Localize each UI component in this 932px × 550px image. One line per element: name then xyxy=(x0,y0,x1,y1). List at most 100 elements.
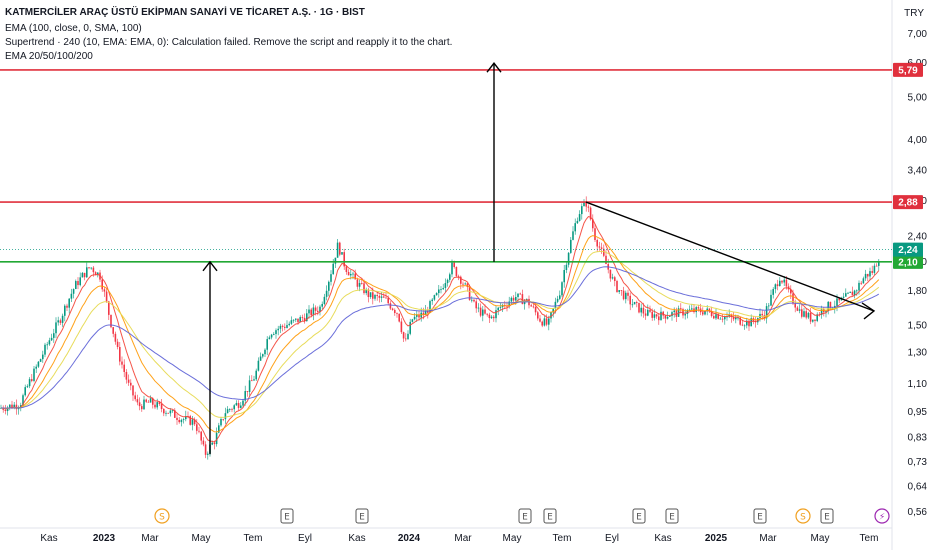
candle xyxy=(130,379,132,391)
candle xyxy=(266,336,268,356)
y-tick-label: 4,00 xyxy=(908,135,928,146)
svg-text:E: E xyxy=(547,513,553,523)
candle xyxy=(185,410,187,422)
candle xyxy=(820,305,823,319)
candle xyxy=(246,391,249,397)
candle xyxy=(774,283,777,294)
earnings-marker[interactable]: E xyxy=(665,508,679,524)
candle xyxy=(803,307,805,318)
indicator-supertrend-legend[interactable]: Supertrend · 240 (10, EMA: EMA, 0): Calc… xyxy=(5,37,453,48)
candle xyxy=(303,313,306,324)
candle xyxy=(110,314,112,329)
candle xyxy=(814,319,816,327)
dividend-marker[interactable]: S xyxy=(795,508,811,524)
candle xyxy=(827,301,829,315)
x-tick-label: Mar xyxy=(454,533,472,544)
candle xyxy=(664,315,667,324)
dividend-marker[interactable]: S xyxy=(154,508,170,524)
candle xyxy=(380,291,383,303)
candle xyxy=(856,289,858,296)
earnings-marker[interactable]: E xyxy=(632,508,646,524)
candle xyxy=(356,277,359,290)
ema50-line xyxy=(0,235,880,433)
candle xyxy=(614,275,616,287)
candle xyxy=(378,294,381,303)
candle xyxy=(240,402,242,409)
candle xyxy=(220,417,222,427)
candle xyxy=(231,407,233,413)
candle xyxy=(169,408,172,417)
candle xyxy=(638,302,640,314)
candle xyxy=(455,266,458,278)
candle xyxy=(347,269,350,276)
arrow-target-2-head xyxy=(486,62,502,73)
candle xyxy=(627,289,629,301)
candle xyxy=(772,287,774,299)
earnings-marker[interactable]: E xyxy=(543,508,557,524)
y-tick-label: 0,64 xyxy=(908,482,928,493)
earnings-marker[interactable]: E xyxy=(280,508,294,524)
earnings-marker[interactable]: E xyxy=(518,508,532,524)
earnings-marker[interactable]: E xyxy=(753,508,767,524)
ema100-line xyxy=(0,250,880,418)
candle xyxy=(325,285,328,301)
candle xyxy=(592,214,594,232)
candle xyxy=(475,299,477,313)
y-tick-label: 5,00 xyxy=(908,93,928,104)
trendline[interactable] xyxy=(585,201,875,312)
candle xyxy=(499,302,502,311)
candle xyxy=(257,357,260,372)
x-tick-label: Tem xyxy=(860,533,879,544)
earnings-marker[interactable]: E xyxy=(355,508,369,524)
chart-title: KATMERCİLER ARAÇ ÜSTÜ EKİPMAN SANAYİ VE … xyxy=(5,7,365,18)
candle xyxy=(611,273,614,280)
candle xyxy=(563,264,565,288)
candle xyxy=(493,315,495,322)
candle xyxy=(618,290,620,294)
candle xyxy=(541,320,543,328)
candle xyxy=(495,305,497,323)
indicator-ema100-legend[interactable]: EMA (100, close, 0, SMA, 100) xyxy=(5,23,142,34)
svg-text:E: E xyxy=(522,513,528,523)
event-markers[interactable]: S E E E E E E E S E ⚡ xyxy=(154,508,890,524)
candle xyxy=(649,305,651,314)
candle xyxy=(286,320,288,329)
candle xyxy=(167,412,169,414)
candle xyxy=(127,374,130,386)
candle xyxy=(477,303,480,313)
candle xyxy=(389,301,392,310)
y-tick-label: 1,80 xyxy=(908,286,928,297)
ema20-line xyxy=(0,216,880,443)
candle xyxy=(81,271,84,278)
candle xyxy=(732,311,735,322)
candle xyxy=(242,398,244,408)
x-tick-label: Eyl xyxy=(605,533,619,544)
candle xyxy=(488,312,491,324)
candle xyxy=(572,226,574,241)
indicator-ema-multi-legend[interactable]: EMA 20/50/100/200 xyxy=(5,51,93,62)
candle xyxy=(46,341,48,350)
candle xyxy=(284,323,286,331)
candle xyxy=(77,277,79,290)
x-tick-label: 2023 xyxy=(93,533,116,544)
candle xyxy=(176,413,178,425)
drawings[interactable] xyxy=(202,62,876,455)
candle xyxy=(594,224,596,243)
candle xyxy=(48,337,51,346)
y-tick-label: 1,30 xyxy=(908,348,928,359)
candle xyxy=(658,313,660,325)
candle xyxy=(600,242,603,254)
candle xyxy=(748,319,750,331)
split-marker[interactable]: ⚡ xyxy=(874,508,890,524)
earnings-marker[interactable]: E xyxy=(820,508,834,524)
candle xyxy=(864,269,867,281)
candle xyxy=(53,328,55,343)
candle xyxy=(200,430,202,445)
candle xyxy=(548,315,550,331)
candle xyxy=(431,298,433,305)
candle xyxy=(182,417,185,424)
candle xyxy=(336,238,339,258)
level-badge-text: 5,79 xyxy=(898,65,918,76)
candle xyxy=(440,286,442,294)
